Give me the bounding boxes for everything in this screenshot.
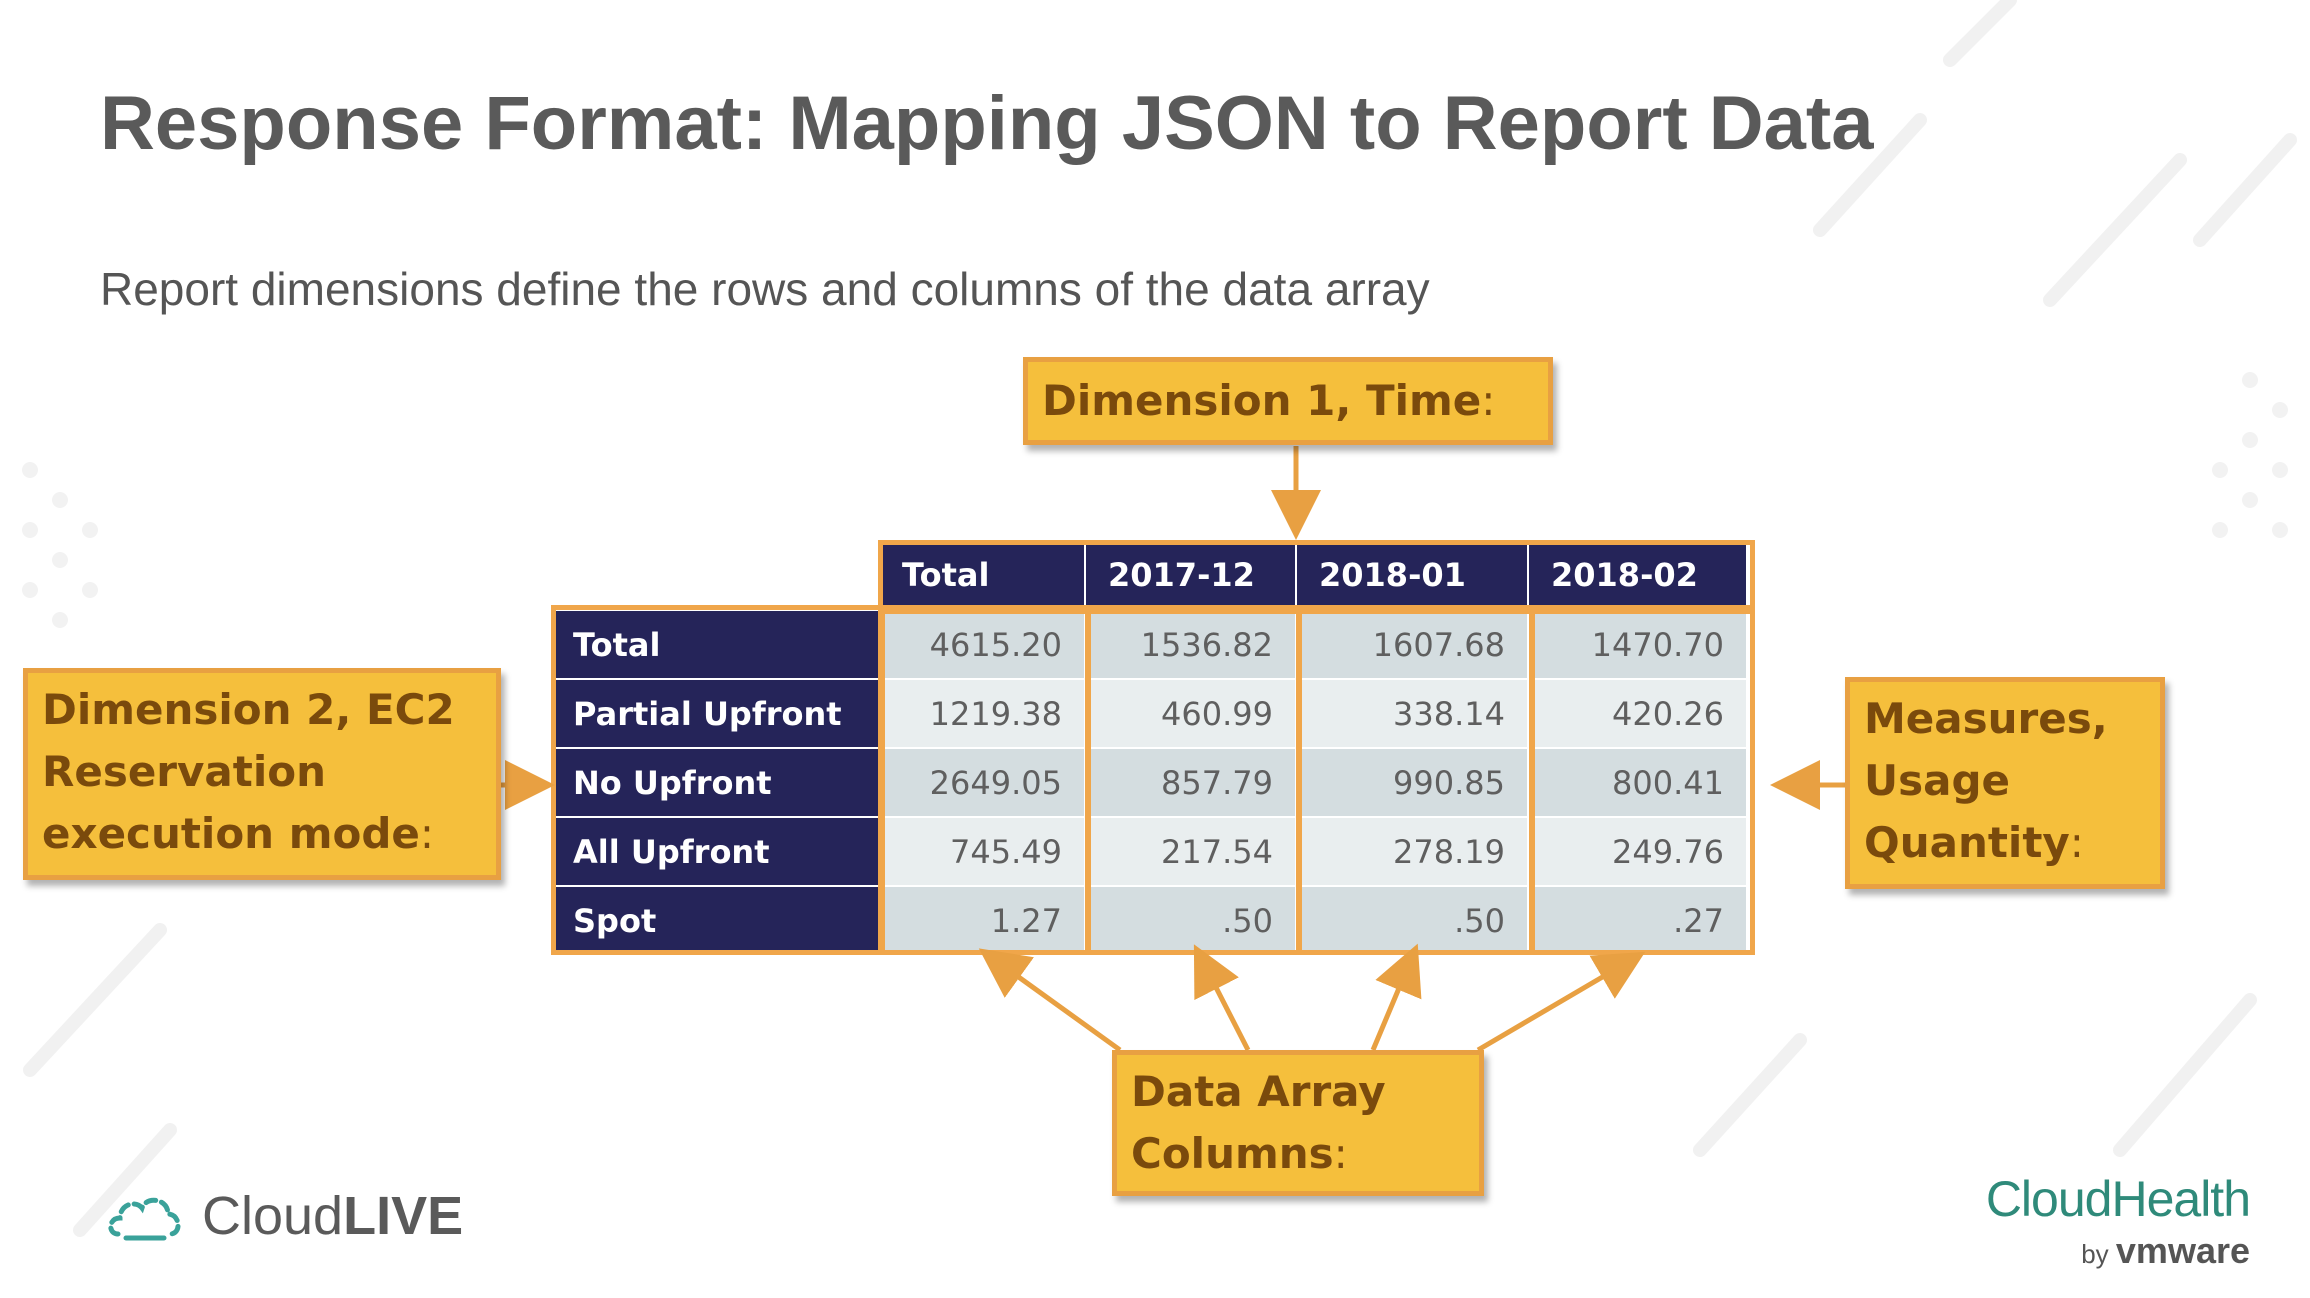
table-cell: .50 bbox=[1295, 885, 1527, 954]
table-corner bbox=[551, 540, 878, 609]
column-header-2018-01: 2018-01 bbox=[1295, 540, 1527, 609]
column-header-2018-02: 2018-02 bbox=[1527, 540, 1746, 609]
report-table-container: Total 2017-12 2018-01 2018-02 Total 4615… bbox=[551, 540, 1746, 954]
table-row: No Upfront 2649.05 857.79 990.85 800.41 bbox=[551, 747, 1746, 816]
table-row: Partial Upfront 1219.38 460.99 338.14 42… bbox=[551, 678, 1746, 747]
table-cell: 1536.82 bbox=[1084, 609, 1295, 678]
cloudlive-logo: CloudLIVE bbox=[106, 1185, 463, 1247]
row-header-all-upfront: All Upfront bbox=[551, 816, 878, 885]
table-cell: 4615.20 bbox=[878, 609, 1084, 678]
callout-data-array-columns: Data Array Columns: bbox=[1112, 1050, 1484, 1196]
table-cell: 338.14 bbox=[1295, 678, 1527, 747]
callout-dimension2-ec2-reservation: Dimension 2, EC2 Reservation execution m… bbox=[23, 668, 501, 880]
callout-measures-usage-quantity: Measures, Usage Quantity: bbox=[1845, 677, 2165, 889]
slide-subtitle: Report dimensions define the rows and co… bbox=[100, 263, 1430, 315]
table-cell: 857.79 bbox=[1084, 747, 1295, 816]
column-header-total: Total bbox=[878, 540, 1084, 609]
table-cell: .27 bbox=[1527, 885, 1746, 954]
report-data-table: Total 2017-12 2018-01 2018-02 Total 4615… bbox=[551, 540, 1746, 954]
row-header-spot: Spot bbox=[551, 885, 878, 954]
table-row: All Upfront 745.49 217.54 278.19 249.76 bbox=[551, 816, 1746, 885]
row-header-total: Total bbox=[551, 609, 878, 678]
table-cell: 217.54 bbox=[1084, 816, 1295, 885]
cloudhealth-logo: CloudHealth by vmware bbox=[1985, 1171, 2251, 1271]
table-cell: 249.76 bbox=[1527, 816, 1746, 885]
table-row: Total 4615.20 1536.82 1607.68 1470.70 bbox=[551, 609, 1746, 678]
table-cell: 745.49 bbox=[878, 816, 1084, 885]
table-cell: 1607.68 bbox=[1295, 609, 1527, 678]
slide-title: Response Format: Mapping JSON to Report … bbox=[100, 81, 1874, 166]
cloud-icon bbox=[108, 1197, 181, 1241]
table-cell: 460.99 bbox=[1084, 678, 1295, 747]
table-cell: 990.85 bbox=[1295, 747, 1527, 816]
row-header-partial-upfront: Partial Upfront bbox=[551, 678, 878, 747]
table-cell: 2649.05 bbox=[878, 747, 1084, 816]
table-cell: 278.19 bbox=[1295, 816, 1527, 885]
row-header-no-upfront: No Upfront bbox=[551, 747, 878, 816]
table-cell: 1470.70 bbox=[1527, 609, 1746, 678]
table-row: Spot 1.27 .50 .50 .27 bbox=[551, 885, 1746, 954]
table-cell: 1219.38 bbox=[878, 678, 1084, 747]
table-cell: 420.26 bbox=[1527, 678, 1746, 747]
table-cell: .50 bbox=[1084, 885, 1295, 954]
table-cell: 1.27 bbox=[878, 885, 1084, 954]
column-header-row: Total 2017-12 2018-01 2018-02 bbox=[551, 540, 1746, 609]
callout-dimension1-time: Dimension 1, Time: bbox=[1023, 357, 1553, 445]
column-header-2017-12: 2017-12 bbox=[1084, 540, 1295, 609]
table-cell: 800.41 bbox=[1527, 747, 1746, 816]
